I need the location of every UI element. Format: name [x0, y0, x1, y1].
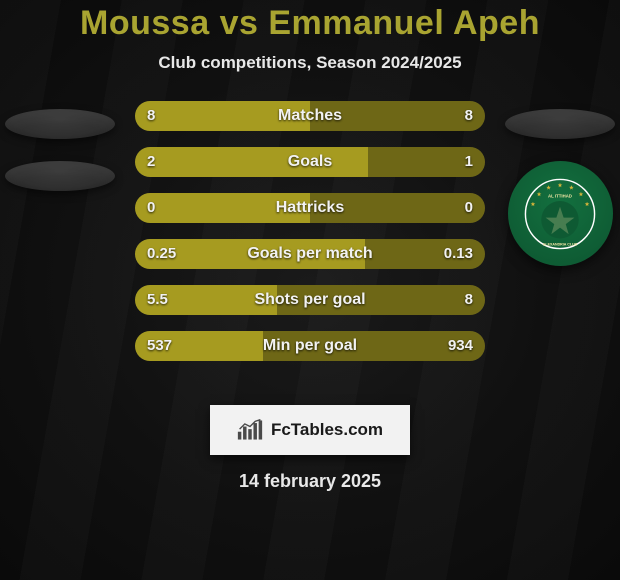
stat-row-hattricks: 0 0 Hattricks: [135, 193, 485, 223]
stat-row-goals: 2 1 Goals: [135, 147, 485, 177]
club-crest-icon: AL ITTIHAD ALEXANDRIA CLUB: [524, 178, 596, 250]
stat-right-fill: [310, 193, 485, 223]
svg-text:ALEXANDRIA CLUB: ALEXANDRIA CLUB: [543, 242, 578, 246]
right-player-club-badge: AL ITTIHAD ALEXANDRIA CLUB: [508, 161, 613, 266]
stat-right-fill: [310, 101, 485, 131]
stat-left-fill: [135, 331, 263, 361]
left-player-ellipse-1: [5, 109, 115, 139]
infographic-root: Moussa vs Emmanuel Apeh Club competition…: [0, 0, 620, 580]
subtitle: Club competitions, Season 2024/2025: [0, 53, 620, 73]
page-title: Moussa vs Emmanuel Apeh: [0, 0, 620, 43]
stats-area: AL ITTIHAD ALEXANDRIA CLUB 8 8 Matches 2…: [0, 101, 620, 391]
stat-row-min per goal: 537 934 Min per goal: [135, 331, 485, 361]
bar-chart-icon: [237, 419, 263, 441]
date-line: 14 february 2025: [0, 471, 620, 492]
fctables-watermark: FcTables.com: [210, 405, 410, 455]
stat-right-fill: [263, 331, 485, 361]
stat-row-matches: 8 8 Matches: [135, 101, 485, 131]
stat-left-fill: [135, 285, 277, 315]
stat-row-shots per goal: 5.5 8 Shots per goal: [135, 285, 485, 315]
stat-right-fill: [365, 239, 485, 269]
svg-text:AL ITTIHAD: AL ITTIHAD: [548, 193, 572, 198]
right-player-ellipse: [505, 109, 615, 139]
comparison-bars: 8 8 Matches 2 1 Goals 0 0 Hattricks: [135, 101, 485, 377]
stat-left-fill: [135, 193, 310, 223]
left-player-ellipse-2: [5, 161, 115, 191]
left-player-badges: [0, 109, 120, 213]
stat-left-fill: [135, 239, 365, 269]
stat-right-fill: [277, 285, 485, 315]
fctables-label: FcTables.com: [271, 420, 383, 440]
stat-right-fill: [368, 147, 485, 177]
stat-left-fill: [135, 147, 368, 177]
stat-left-fill: [135, 101, 310, 131]
right-player-badges: AL ITTIHAD ALEXANDRIA CLUB: [500, 109, 620, 266]
stat-row-goals per match: 0.25 0.13 Goals per match: [135, 239, 485, 269]
